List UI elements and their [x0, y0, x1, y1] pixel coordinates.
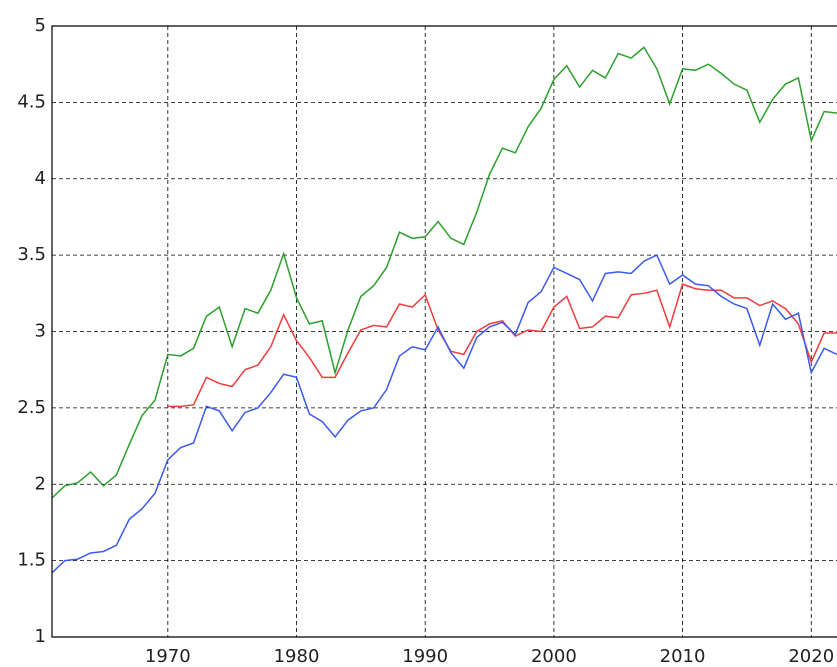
series-line [51, 46, 837, 499]
y-tick-label: 1.5 [17, 550, 46, 571]
x-tick-label: 2020 [788, 646, 834, 667]
x-tick-label: 1970 [145, 646, 191, 667]
axes-frame [51, 25, 837, 638]
y-tick-label: 5 [35, 15, 46, 36]
x-tick-label: 2000 [531, 646, 577, 667]
y-tick-label: 2 [35, 473, 46, 494]
y-tick-label: 3 [35, 321, 46, 342]
y-tick-label: 4 [35, 168, 46, 189]
y-tick-label: 2.5 [17, 397, 46, 418]
y-tick-label: 1 [35, 626, 46, 647]
x-tick-label: 1990 [402, 646, 448, 667]
series-line [167, 283, 837, 408]
x-tick-label: 2010 [660, 646, 706, 667]
x-tick-label: 1980 [274, 646, 320, 667]
series-line [51, 254, 837, 574]
y-tick-label: 4.5 [17, 91, 46, 112]
y-tick-label: 3.5 [17, 244, 46, 265]
